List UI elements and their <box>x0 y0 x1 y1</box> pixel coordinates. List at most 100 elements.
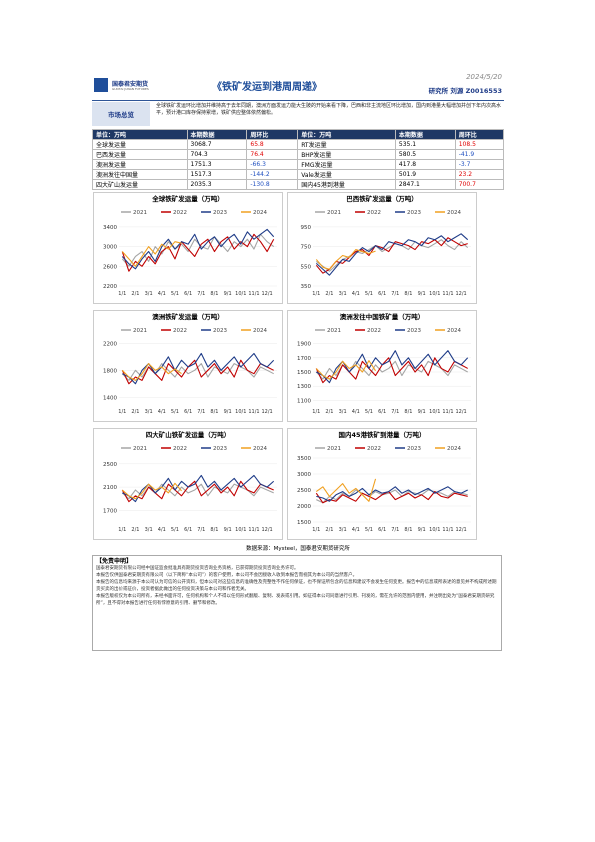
chart-frame <box>93 310 283 422</box>
cell-value: 580.5 <box>394 149 456 160</box>
row-label: FMG发运量 <box>297 159 396 170</box>
x-tick-label: 4/1 <box>352 527 360 533</box>
x-tick-label: 7/1 <box>391 527 399 533</box>
x-tick-label: 12/1 <box>456 527 467 533</box>
x-tick-label: 1/1 <box>312 409 320 415</box>
x-tick-label: 1/1 <box>118 291 126 297</box>
chart-frame <box>287 310 477 422</box>
x-tick-label: 7/1 <box>391 291 399 297</box>
x-tick-label: 4/1 <box>158 291 166 297</box>
legend-label: 2024 <box>447 446 461 452</box>
line-chart: 澳洲铁矿发运量（万吨） 2021 2022 2023 2024 1400 1800 2200 1… <box>93 310 283 422</box>
row-label: BHP发运量 <box>297 149 396 160</box>
series-line <box>121 228 275 270</box>
x-tick-label: 6/1 <box>184 409 192 415</box>
table-row: 全球发运量 3068.7 65.8 RT发运量 535.1 108.5 <box>92 139 505 150</box>
x-tick-label: 8/1 <box>210 409 218 415</box>
x-tick-label: 5/1 <box>171 409 179 415</box>
series-line <box>316 486 468 502</box>
cell-value: 417.8 <box>394 159 456 170</box>
line-chart: 全球铁矿发运量（万吨） 2021 2022 2023 2024 2200 2600 3000 3… <box>93 192 283 304</box>
x-tick-label: 3/1 <box>339 409 347 415</box>
x-tick-label: 12/1 <box>262 527 273 533</box>
table-row: 巴西发运量 704.3 76.4 BHP发运量 580.5 -41.9 <box>92 149 505 160</box>
y-tick-label: 2000 <box>297 504 311 510</box>
cell-value: 23.2 <box>454 169 505 180</box>
author: 刘源 <box>450 87 464 95</box>
header-cell: 单位：万吨 <box>92 129 188 140</box>
y-tick-label: 2500 <box>103 462 117 468</box>
x-tick-label: 3/1 <box>145 291 153 297</box>
x-tick-label: 5/1 <box>171 291 179 297</box>
x-tick-label: 11/1 <box>442 527 453 533</box>
x-tick-label: 8/1 <box>404 527 412 533</box>
chart-title: 澳洲发往中国铁矿量（万吨） <box>340 312 425 321</box>
x-tick-label: 12/1 <box>456 409 467 415</box>
cell-value: 2035.3 <box>186 179 248 190</box>
author-line: 研究所 刘源 Z0016553 <box>429 85 502 95</box>
x-tick-label: 1/1 <box>118 527 126 533</box>
cell-value: 76.4 <box>246 149 299 160</box>
series-line <box>315 491 468 504</box>
x-tick-label: 11/1 <box>248 527 259 533</box>
x-tick-label: 5/1 <box>365 527 373 533</box>
y-tick-label: 2500 <box>297 488 311 494</box>
report-date: 2024/5/20 <box>466 73 502 81</box>
disclaimer-paragraph: 本报告仅供国泰君安期货有限公司（以下简称“本公司”）的客户使用，本公司不会因接收… <box>96 573 358 578</box>
x-tick-label: 3/1 <box>145 409 153 415</box>
cell-value: 1517.3 <box>186 169 248 180</box>
cell-value: 65.8 <box>246 139 299 150</box>
chart-frame <box>93 428 283 540</box>
y-tick-label: 3000 <box>103 245 117 251</box>
row-label: 全球发运量 <box>92 139 188 150</box>
series-line <box>315 233 469 276</box>
header-cell: 本期数据 <box>394 129 456 140</box>
series-line <box>121 482 182 500</box>
table-row: 四大矿山发运量 2035.3 -130.8 国内45港到港量 2847.1 700.7 <box>92 179 505 190</box>
x-tick-label: 2/1 <box>325 527 333 533</box>
x-tick-label: 2/1 <box>325 291 333 297</box>
x-tick-label: 5/1 <box>171 527 179 533</box>
legend-label: 2024 <box>253 210 267 216</box>
y-tick-label: 350 <box>301 284 312 290</box>
x-tick-label: 6/1 <box>378 291 386 297</box>
line-chart: 巴西铁矿发运量（万吨） 2021 2022 2023 2024 350 550 750 950 1… <box>287 192 477 304</box>
x-tick-label: 2/1 <box>131 291 139 297</box>
cell-value: -144.2 <box>246 169 299 180</box>
header-cell: 周环比 <box>454 129 505 140</box>
legend-label: 2022 <box>367 328 381 334</box>
x-tick-label: 3/1 <box>339 291 347 297</box>
disclaimer-paragraph: 国泰君安期货有限公司经中国证监会批准具有期货投资咨询业务资格，已获得期货投资咨询… <box>96 566 299 571</box>
chart-frame <box>287 428 477 540</box>
y-tick-label: 1500 <box>297 520 311 526</box>
y-tick-label: 1300 <box>297 384 311 390</box>
x-tick-label: 3/1 <box>145 527 153 533</box>
legend-label: 2023 <box>213 446 227 452</box>
y-tick-label: 3000 <box>297 472 311 478</box>
legend-label: 2021 <box>327 210 341 216</box>
legend-label: 2023 <box>407 210 421 216</box>
row-label: 澳洲发运量 <box>92 159 188 170</box>
row-label: 澳洲发往中国量 <box>92 169 188 180</box>
series-line <box>121 359 274 385</box>
legend-label: 2022 <box>173 328 187 334</box>
x-tick-label: 2/1 <box>131 409 139 415</box>
legend-label: 2021 <box>327 446 341 452</box>
x-tick-label: 1/1 <box>312 291 320 297</box>
x-tick-label: 6/1 <box>184 527 192 533</box>
row-label: 巴西发运量 <box>92 149 188 160</box>
x-tick-label: 4/1 <box>158 409 166 415</box>
legend-label: 2022 <box>173 210 187 216</box>
y-tick-label: 1500 <box>297 370 311 376</box>
series-line <box>316 489 468 504</box>
legend-label: 2023 <box>407 446 421 452</box>
x-tick-label: 5/1 <box>365 409 373 415</box>
x-tick-label: 12/1 <box>262 291 273 297</box>
row-label: 四大矿山发运量 <box>92 179 188 190</box>
cell-value: -130.8 <box>246 179 299 190</box>
license: Z0016553 <box>465 87 502 95</box>
x-tick-label: 8/1 <box>404 291 412 297</box>
x-tick-label: 7/1 <box>197 527 205 533</box>
legend-label: 2022 <box>173 446 187 452</box>
